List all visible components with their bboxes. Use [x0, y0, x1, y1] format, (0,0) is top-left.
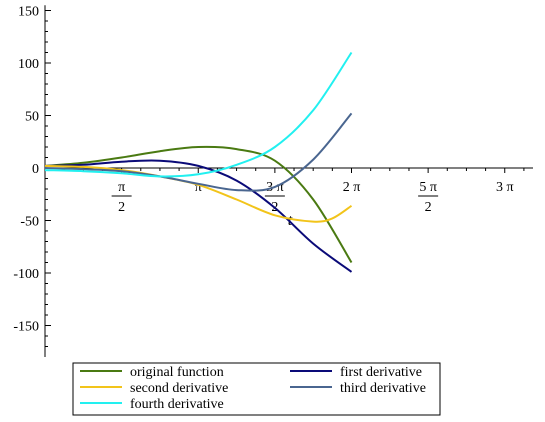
x-tick-label: 2 π — [343, 180, 361, 195]
legend: original function first derivative second … — [72, 362, 441, 416]
series-line-first-derivative — [44, 159, 353, 273]
legend-label: fourth derivative — [130, 397, 224, 412]
y-ticks: 150 100 50 0 -50 -100 -150 — [13, 5, 51, 347]
series-line-third-derivative — [44, 112, 353, 192]
x-tick-label-denominator: 2 — [118, 200, 125, 215]
legend-box — [72, 362, 441, 416]
legend-items: original function first derivative second … — [80, 365, 426, 412]
x-tick-label: π — [118, 180, 125, 195]
y-tick-label: 50 — [25, 110, 39, 125]
series-line-second-derivative — [44, 164, 353, 223]
legend-label: original function — [130, 365, 224, 380]
y-tick-label: 100 — [18, 57, 39, 72]
legend-label: first derivative — [340, 365, 422, 380]
legend-label: third derivative — [340, 381, 426, 396]
y-tick-label: 0 — [32, 162, 39, 177]
y-tick-label: -50 — [20, 215, 39, 230]
legend-label: second derivative — [130, 381, 228, 396]
x-tick-label: π — [195, 180, 202, 195]
y-tick-label: -150 — [13, 320, 39, 335]
x-tick-label-denominator: 2 — [425, 200, 432, 215]
series-line-fourth-derivative — [44, 51, 353, 178]
series-line-original-function — [44, 145, 353, 264]
y-axis: 150 100 50 0 -50 -100 -150 — [13, 5, 51, 357]
x-tick-label: 3 π — [496, 180, 514, 195]
y-tick-label: -100 — [13, 267, 39, 282]
x-tick-label: 5 π — [419, 180, 437, 195]
series-group — [44, 51, 353, 273]
y-tick-label: 150 — [18, 5, 39, 20]
x-axis-label: t — [288, 212, 293, 229]
